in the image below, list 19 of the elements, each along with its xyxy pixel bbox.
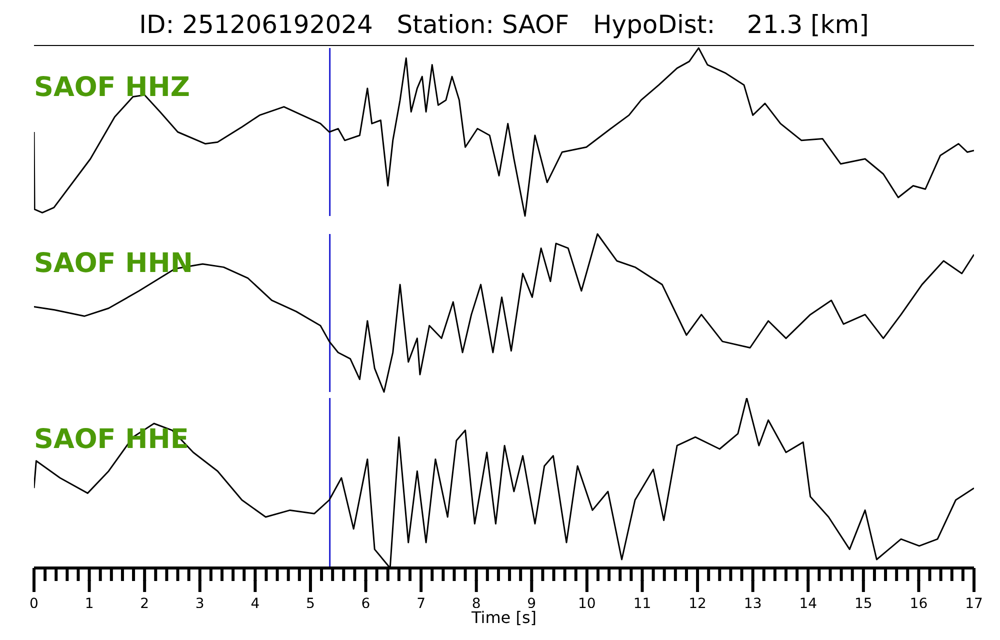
x-tick-label: 10 — [578, 596, 596, 612]
x-tick-label: 12 — [688, 596, 706, 612]
x-tick-label: 4 — [250, 596, 260, 612]
x-tick-label: 6 — [361, 596, 370, 612]
annotation: SAOF HHZ — [34, 72, 190, 103]
x-tick-label: 14 — [799, 596, 818, 612]
x-tick-label: 3 — [195, 596, 204, 612]
x-tick-label: 17 — [965, 596, 983, 612]
x-tick-label: 7 — [416, 596, 426, 612]
x-tick-label: 11 — [633, 596, 652, 612]
x-tick-label: 0 — [30, 596, 38, 612]
x-tick-label: 5 — [306, 596, 315, 612]
chart-title: ID: 251206192024 Station: SAOF HypoDist: 21.3 [km] — [34, 8, 974, 46]
x-tick-label: 1 — [84, 596, 94, 612]
x-tick-label: 16 — [910, 596, 928, 612]
x-tick-label: 2 — [140, 596, 150, 612]
annotation: SAOF HHN — [34, 248, 193, 279]
x-tick-label: 13 — [744, 596, 762, 612]
x-tick-label: 15 — [854, 596, 872, 612]
